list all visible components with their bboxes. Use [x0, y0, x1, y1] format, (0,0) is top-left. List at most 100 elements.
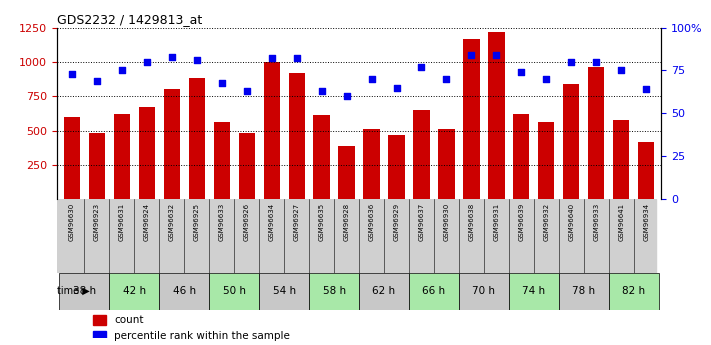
- Point: [391, 85, 402, 90]
- Bar: [513, 114, 530, 199]
- Point: [515, 69, 527, 75]
- Text: GSM96927: GSM96927: [294, 203, 299, 241]
- Text: time ▶: time ▶: [58, 286, 90, 296]
- Point: [616, 68, 627, 73]
- Point: [316, 88, 327, 94]
- Bar: [164, 89, 180, 199]
- Bar: [409, 273, 459, 309]
- Text: 58 h: 58 h: [323, 286, 346, 296]
- Point: [591, 59, 602, 65]
- Bar: [114, 114, 130, 199]
- Text: 42 h: 42 h: [123, 286, 146, 296]
- Point: [540, 76, 552, 82]
- Text: 74 h: 74 h: [523, 286, 545, 296]
- Text: GSM96639: GSM96639: [518, 203, 525, 241]
- Bar: [159, 273, 209, 309]
- Bar: [264, 62, 279, 199]
- Text: GSM96925: GSM96925: [193, 203, 200, 241]
- Bar: [139, 107, 155, 199]
- Point: [566, 59, 577, 65]
- Text: GSM96636: GSM96636: [368, 203, 375, 241]
- Bar: [213, 122, 230, 199]
- Bar: [109, 273, 159, 309]
- Bar: [588, 67, 604, 199]
- Bar: [89, 133, 105, 199]
- Bar: [359, 273, 409, 309]
- Text: GSM96932: GSM96932: [543, 203, 550, 241]
- Point: [216, 80, 228, 85]
- Text: 54 h: 54 h: [272, 286, 296, 296]
- Text: 66 h: 66 h: [422, 286, 446, 296]
- Text: GSM96931: GSM96931: [493, 203, 499, 241]
- Point: [166, 54, 178, 60]
- Bar: [413, 110, 429, 199]
- Point: [341, 93, 352, 99]
- Bar: [509, 273, 559, 309]
- Text: 62 h: 62 h: [373, 286, 395, 296]
- Bar: [60, 273, 109, 309]
- Bar: [309, 273, 359, 309]
- Point: [141, 59, 152, 65]
- Bar: [363, 129, 380, 199]
- Point: [641, 87, 652, 92]
- Text: GSM96632: GSM96632: [169, 203, 175, 241]
- Text: GSM96926: GSM96926: [244, 203, 250, 241]
- Text: GSM96928: GSM96928: [343, 203, 350, 241]
- Point: [266, 56, 277, 61]
- Text: GSM96641: GSM96641: [619, 203, 624, 241]
- Text: GSM96929: GSM96929: [393, 203, 400, 241]
- Text: GSM96637: GSM96637: [419, 203, 424, 241]
- Text: GSM96934: GSM96934: [643, 203, 649, 241]
- Bar: [93, 331, 107, 341]
- Text: 70 h: 70 h: [472, 286, 496, 296]
- Point: [66, 71, 77, 77]
- Bar: [289, 73, 305, 199]
- Point: [441, 76, 452, 82]
- Bar: [563, 84, 579, 199]
- Point: [366, 76, 378, 82]
- Bar: [64, 117, 80, 199]
- Text: GSM96638: GSM96638: [469, 203, 474, 241]
- Bar: [488, 32, 505, 199]
- Bar: [638, 141, 654, 199]
- Text: GSM96924: GSM96924: [144, 203, 150, 241]
- Bar: [188, 78, 205, 199]
- Text: GSM96933: GSM96933: [593, 203, 599, 241]
- Point: [466, 52, 477, 58]
- Text: 78 h: 78 h: [572, 286, 595, 296]
- Point: [91, 78, 102, 83]
- Point: [291, 56, 302, 61]
- Text: GSM96923: GSM96923: [94, 203, 100, 241]
- Text: GDS2232 / 1429813_at: GDS2232 / 1429813_at: [57, 13, 202, 27]
- Bar: [439, 129, 454, 199]
- Text: GSM96630: GSM96630: [69, 203, 75, 241]
- Bar: [239, 133, 255, 199]
- Point: [191, 57, 203, 63]
- Bar: [388, 135, 405, 199]
- Bar: [260, 273, 309, 309]
- Text: percentile rank within the sample: percentile rank within the sample: [114, 331, 290, 341]
- Text: 38 h: 38 h: [73, 286, 96, 296]
- Bar: [613, 120, 629, 199]
- Point: [491, 52, 502, 58]
- Bar: [209, 273, 260, 309]
- Text: 82 h: 82 h: [622, 286, 646, 296]
- Bar: [459, 273, 509, 309]
- Bar: [93, 315, 107, 325]
- Bar: [609, 273, 658, 309]
- Bar: [538, 122, 555, 199]
- Bar: [559, 273, 609, 309]
- Text: 46 h: 46 h: [173, 286, 196, 296]
- Text: count: count: [114, 315, 144, 325]
- Bar: [338, 146, 355, 199]
- Text: GSM96633: GSM96633: [219, 203, 225, 241]
- Text: 50 h: 50 h: [223, 286, 246, 296]
- Text: GSM96631: GSM96631: [119, 203, 125, 241]
- Text: GSM96635: GSM96635: [319, 203, 325, 241]
- Point: [116, 68, 127, 73]
- Text: GSM96634: GSM96634: [269, 203, 274, 241]
- Text: GSM96640: GSM96640: [568, 203, 574, 241]
- Point: [416, 64, 427, 70]
- Bar: [464, 39, 479, 199]
- Text: GSM96930: GSM96930: [444, 203, 449, 241]
